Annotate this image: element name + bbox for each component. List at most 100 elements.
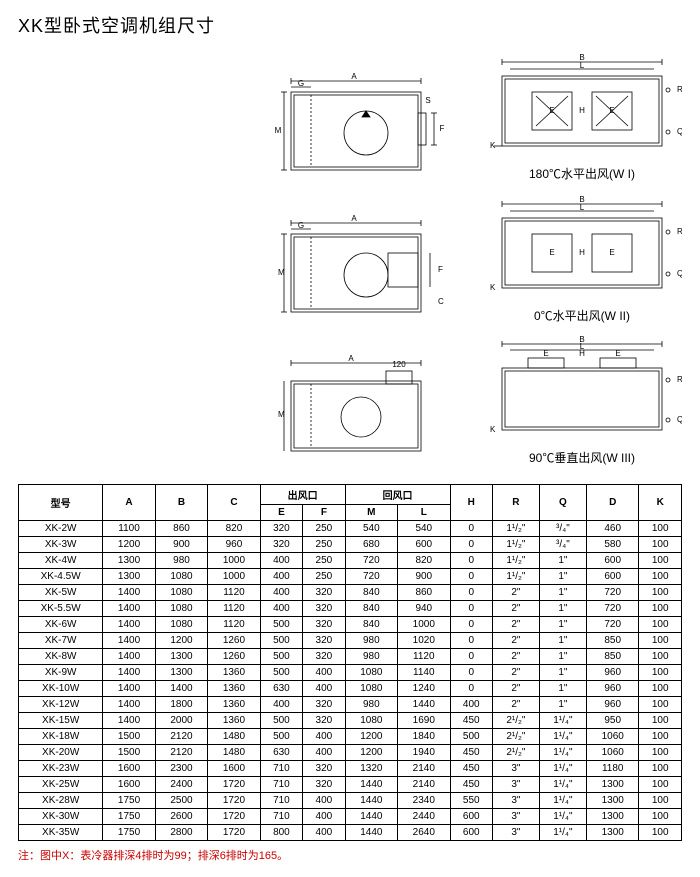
table-row: XK-28W175025001720710400144023405503"1¹/… bbox=[19, 793, 682, 809]
cell-A: 1400 bbox=[103, 665, 155, 681]
cell-M: 840 bbox=[345, 585, 397, 601]
cell-F: 320 bbox=[303, 649, 345, 665]
cell-H: 0 bbox=[450, 585, 492, 601]
cell-R: 2" bbox=[492, 633, 539, 649]
cell-M: 1080 bbox=[345, 681, 397, 697]
svg-text:F: F bbox=[438, 265, 443, 274]
cell-H: 0 bbox=[450, 681, 492, 697]
cell-R: 2" bbox=[492, 681, 539, 697]
cell-H: 600 bbox=[450, 825, 492, 841]
cell-M: 840 bbox=[345, 617, 397, 633]
cell-D: 1300 bbox=[586, 777, 638, 793]
svg-text:M: M bbox=[275, 126, 282, 135]
cell-R: 3" bbox=[492, 761, 539, 777]
th-model: 型号 bbox=[19, 485, 103, 521]
cell-E: 800 bbox=[260, 825, 302, 841]
cell-F: 320 bbox=[303, 697, 345, 713]
th-L: L bbox=[398, 505, 450, 521]
cell-L: 1440 bbox=[398, 697, 450, 713]
cell-R: 3" bbox=[492, 809, 539, 825]
cell-L: 2140 bbox=[398, 761, 450, 777]
svg-text:120: 120 bbox=[392, 360, 406, 369]
cell-A: 1400 bbox=[103, 649, 155, 665]
cell-C: 1260 bbox=[208, 633, 260, 649]
table-row: XK-8W140013001260500320980112002"1"85010… bbox=[19, 649, 682, 665]
cell-H: 0 bbox=[450, 601, 492, 617]
diagram-area: A M G F S bbox=[18, 48, 682, 466]
cell-C: 1480 bbox=[208, 745, 260, 761]
svg-text:E: E bbox=[549, 106, 554, 115]
cell-B: 1300 bbox=[155, 665, 207, 681]
cell-D: 850 bbox=[586, 633, 638, 649]
cell-C: 1360 bbox=[208, 697, 260, 713]
cell-H: 450 bbox=[450, 745, 492, 761]
cell-A: 1400 bbox=[103, 617, 155, 633]
cell-K: 100 bbox=[639, 761, 682, 777]
cell-R: 2" bbox=[492, 649, 539, 665]
cell-F: 250 bbox=[303, 537, 345, 553]
cell-L: 1940 bbox=[398, 745, 450, 761]
cell-H: 0 bbox=[450, 633, 492, 649]
cell-M: 540 bbox=[345, 521, 397, 537]
diagram-left-3: 120 A M bbox=[266, 351, 446, 466]
cell-Q: 1" bbox=[539, 697, 586, 713]
svg-text:E: E bbox=[609, 248, 614, 257]
cell-A: 1400 bbox=[103, 601, 155, 617]
cell-C: 1000 bbox=[208, 553, 260, 569]
cell-A: 1100 bbox=[103, 521, 155, 537]
cell-B: 1080 bbox=[155, 569, 207, 585]
cell-F: 400 bbox=[303, 729, 345, 745]
cell-B: 2000 bbox=[155, 713, 207, 729]
cell-D: 950 bbox=[586, 713, 638, 729]
table-row: XK-15W140020001360500320108016904502¹/₂"… bbox=[19, 713, 682, 729]
cell-D: 960 bbox=[586, 681, 638, 697]
cell-M: 1200 bbox=[345, 745, 397, 761]
cell-K: 100 bbox=[639, 793, 682, 809]
cell-F: 320 bbox=[303, 585, 345, 601]
cell-E: 400 bbox=[260, 601, 302, 617]
cell-model: XK-30W bbox=[19, 809, 103, 825]
cell-K: 100 bbox=[639, 681, 682, 697]
svg-text:Q: Q bbox=[677, 127, 682, 136]
cell-F: 250 bbox=[303, 569, 345, 585]
cell-model: XK-35W bbox=[19, 825, 103, 841]
cell-R: 1¹/₂" bbox=[492, 569, 539, 585]
cell-F: 400 bbox=[303, 665, 345, 681]
table-row: XK-25W160024001720710320144021404503"1¹/… bbox=[19, 777, 682, 793]
cell-E: 630 bbox=[260, 745, 302, 761]
svg-text:L: L bbox=[580, 342, 585, 351]
cell-A: 1400 bbox=[103, 713, 155, 729]
cell-E: 400 bbox=[260, 569, 302, 585]
table-row: XK-7W140012001260500320980102002"1"85010… bbox=[19, 633, 682, 649]
cell-R: 2¹/₂" bbox=[492, 713, 539, 729]
cell-R: 2" bbox=[492, 697, 539, 713]
cell-B: 2400 bbox=[155, 777, 207, 793]
cell-D: 580 bbox=[586, 537, 638, 553]
diagram-left-1: A M G F S bbox=[266, 67, 446, 182]
cell-Q: 1" bbox=[539, 601, 586, 617]
cell-B: 1080 bbox=[155, 601, 207, 617]
cell-E: 400 bbox=[260, 697, 302, 713]
cell-M: 1440 bbox=[345, 777, 397, 793]
cell-A: 1400 bbox=[103, 697, 155, 713]
cell-C: 1120 bbox=[208, 585, 260, 601]
svg-text:E: E bbox=[549, 248, 554, 257]
cell-K: 100 bbox=[639, 745, 682, 761]
cell-L: 2640 bbox=[398, 825, 450, 841]
svg-text:R: R bbox=[677, 227, 682, 236]
cell-E: 500 bbox=[260, 633, 302, 649]
table-row: XK-30W175026001720710400144024406003"1¹/… bbox=[19, 809, 682, 825]
cell-C: 1480 bbox=[208, 729, 260, 745]
table-row: XK-6W140010801120500320840100002"1"72010… bbox=[19, 617, 682, 633]
cell-A: 1300 bbox=[103, 569, 155, 585]
cell-Q: 1" bbox=[539, 569, 586, 585]
cell-model: XK-6W bbox=[19, 617, 103, 633]
diagram-right-3: E H E B L R Q K 90℃垂直出风(W III) bbox=[482, 332, 682, 466]
cell-K: 100 bbox=[639, 809, 682, 825]
cell-model: XK-4.5W bbox=[19, 569, 103, 585]
cell-F: 400 bbox=[303, 793, 345, 809]
cell-model: XK-3W bbox=[19, 537, 103, 553]
cell-L: 2140 bbox=[398, 777, 450, 793]
cell-model: XK-20W bbox=[19, 745, 103, 761]
table-body: XK-2W110086082032025054054001¹/₂"³/₄"460… bbox=[19, 521, 682, 841]
